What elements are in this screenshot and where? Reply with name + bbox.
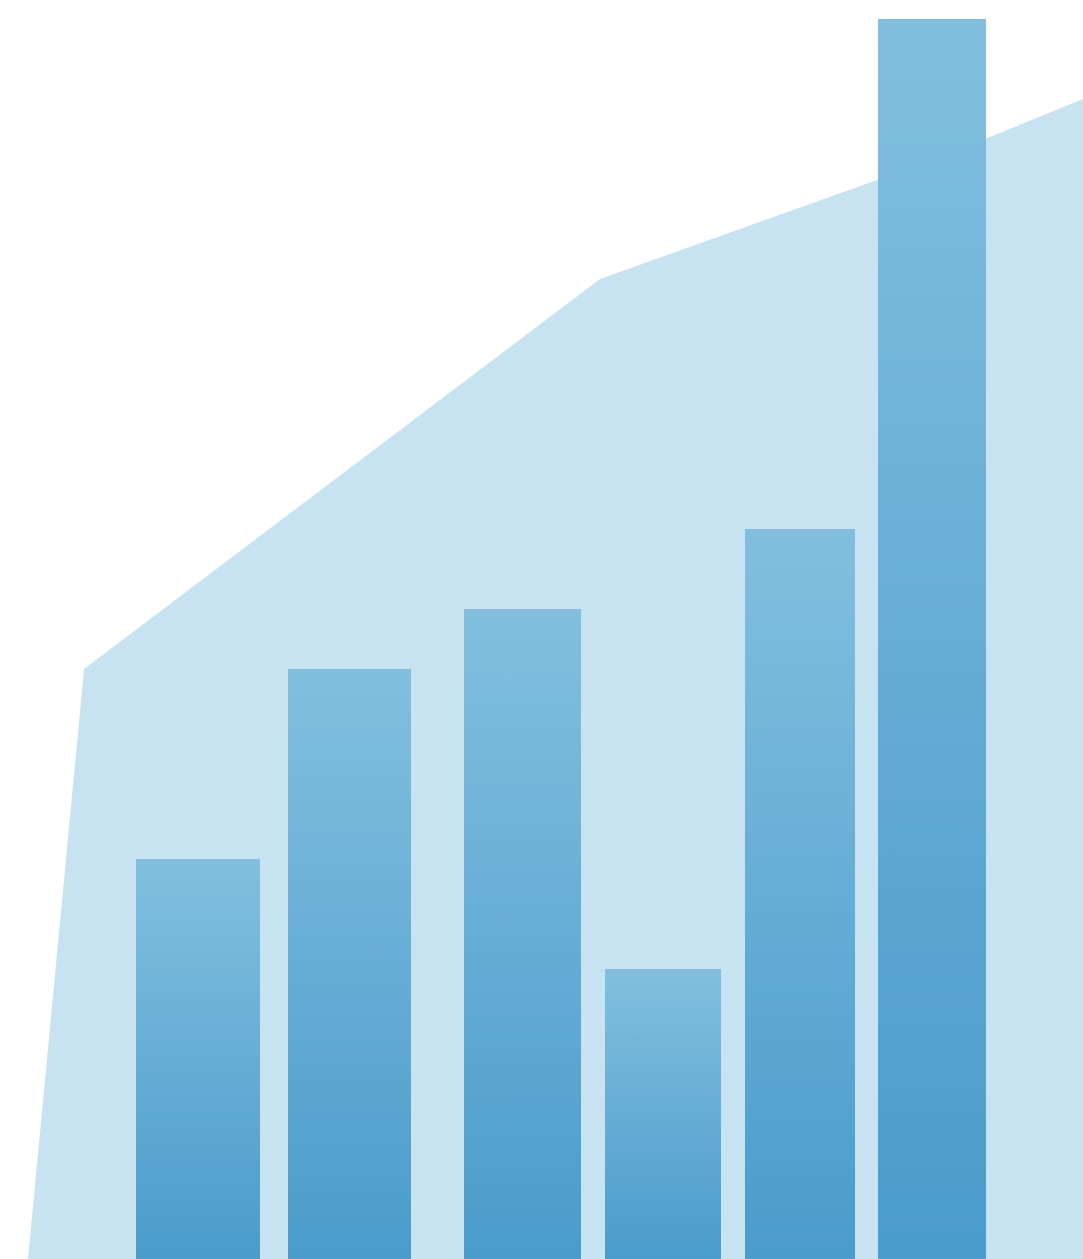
bar-5: [745, 529, 855, 1259]
bar-6: [878, 19, 986, 1259]
bar-2: [288, 669, 411, 1259]
bar-4: [605, 969, 721, 1259]
bars-group: [136, 19, 986, 1259]
bar-3: [464, 609, 581, 1259]
bar-1: [136, 859, 260, 1259]
